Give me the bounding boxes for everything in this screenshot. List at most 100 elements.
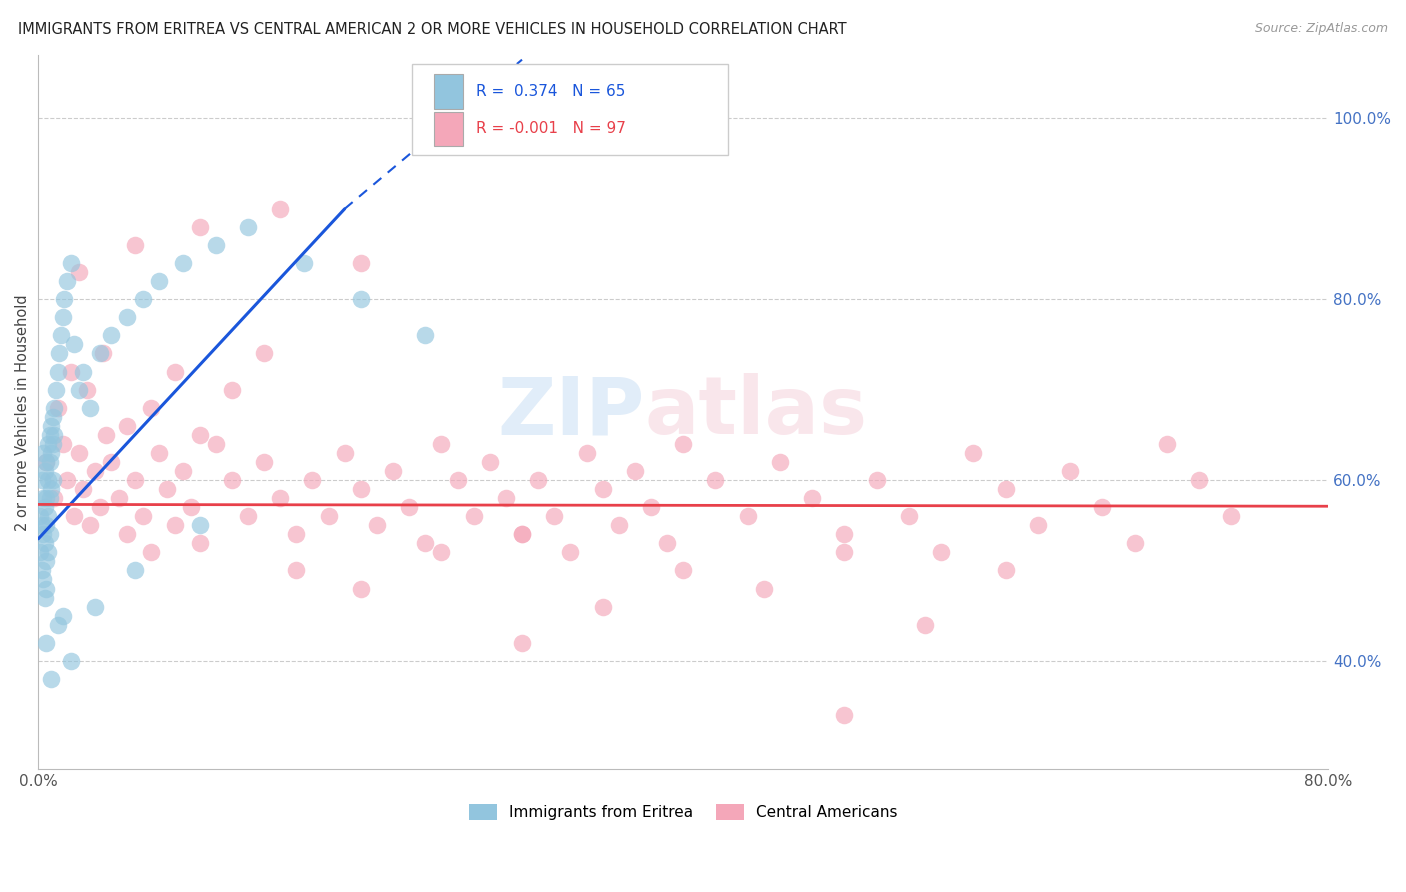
- Point: [188, 427, 211, 442]
- Point: [32, 573, 55, 587]
- Point: [67, 446, 90, 460]
- Text: Source: ZipAtlas.com: Source: ZipAtlas.com: [1254, 22, 1388, 36]
- Point: [35, 636, 58, 650]
- Point: [79, 401, 101, 415]
- Point: [914, 617, 936, 632]
- Point: [34, 500, 56, 515]
- Point: [124, 563, 146, 577]
- Point: [89, 500, 111, 515]
- Point: [575, 446, 598, 460]
- Point: [32, 527, 55, 541]
- Point: [188, 536, 211, 550]
- Point: [285, 527, 308, 541]
- Point: [108, 491, 131, 505]
- Point: [67, 265, 90, 279]
- Point: [94, 427, 117, 442]
- Point: [35, 554, 58, 568]
- Point: [704, 473, 727, 487]
- Point: [100, 455, 122, 469]
- Point: [45, 383, 67, 397]
- FancyBboxPatch shape: [434, 112, 463, 145]
- Point: [1123, 536, 1146, 550]
- Point: [672, 437, 695, 451]
- Point: [32, 491, 55, 505]
- Point: [510, 527, 533, 541]
- FancyBboxPatch shape: [434, 74, 463, 109]
- Point: [172, 256, 194, 270]
- Y-axis label: 2 or more Vehicles in Household: 2 or more Vehicles in Household: [15, 293, 30, 531]
- Point: [44, 401, 66, 415]
- Point: [38, 491, 60, 505]
- Point: [382, 464, 405, 478]
- Point: [124, 473, 146, 487]
- Point: [188, 518, 211, 533]
- Point: [51, 608, 73, 623]
- Point: [655, 536, 678, 550]
- Point: [253, 346, 276, 360]
- Point: [1220, 509, 1243, 524]
- Point: [31, 563, 53, 577]
- Point: [38, 527, 60, 541]
- Point: [236, 509, 259, 524]
- Point: [44, 491, 66, 505]
- Point: [446, 473, 468, 487]
- Point: [148, 446, 170, 460]
- Point: [510, 636, 533, 650]
- Point: [156, 482, 179, 496]
- Point: [132, 292, 155, 306]
- Point: [962, 446, 984, 460]
- Point: [38, 455, 60, 469]
- Point: [350, 482, 373, 496]
- Point: [752, 582, 775, 596]
- Point: [35, 455, 58, 469]
- Text: IMMIGRANTS FROM ERITREA VS CENTRAL AMERICAN 2 OR MORE VEHICLES IN HOUSEHOLD CORR: IMMIGRANTS FROM ERITREA VS CENTRAL AMERI…: [18, 22, 846, 37]
- Point: [834, 527, 856, 541]
- Point: [62, 509, 84, 524]
- Point: [67, 383, 90, 397]
- Point: [165, 518, 187, 533]
- Point: [56, 274, 79, 288]
- Point: [172, 464, 194, 478]
- Point: [180, 500, 202, 515]
- Point: [994, 482, 1017, 496]
- Point: [42, 473, 65, 487]
- Point: [672, 563, 695, 577]
- Point: [39, 482, 62, 496]
- Point: [463, 509, 485, 524]
- Point: [607, 518, 630, 533]
- Point: [79, 518, 101, 533]
- Point: [39, 446, 62, 460]
- Point: [37, 437, 59, 451]
- Point: [236, 219, 259, 234]
- Point: [478, 455, 501, 469]
- Point: [46, 401, 69, 415]
- Point: [1091, 500, 1114, 515]
- Point: [51, 310, 73, 325]
- Point: [269, 491, 291, 505]
- Point: [32, 446, 55, 460]
- Point: [560, 545, 582, 559]
- Point: [46, 617, 69, 632]
- Point: [253, 455, 276, 469]
- Point: [430, 545, 453, 559]
- Point: [801, 491, 824, 505]
- Legend: Immigrants from Eritrea, Central Americans: Immigrants from Eritrea, Central America…: [463, 797, 903, 826]
- Point: [42, 437, 65, 451]
- Point: [49, 328, 72, 343]
- Point: [834, 545, 856, 559]
- Point: [350, 256, 373, 270]
- Point: [34, 464, 56, 478]
- FancyBboxPatch shape: [412, 63, 728, 155]
- Point: [56, 473, 79, 487]
- Point: [624, 464, 647, 478]
- Point: [28, 545, 51, 559]
- Point: [204, 437, 226, 451]
- Point: [39, 418, 62, 433]
- Point: [141, 401, 163, 415]
- Point: [34, 591, 56, 605]
- Point: [35, 455, 58, 469]
- Point: [1059, 464, 1081, 478]
- Point: [35, 491, 58, 505]
- Text: ZIP: ZIP: [498, 373, 644, 451]
- Point: [91, 346, 114, 360]
